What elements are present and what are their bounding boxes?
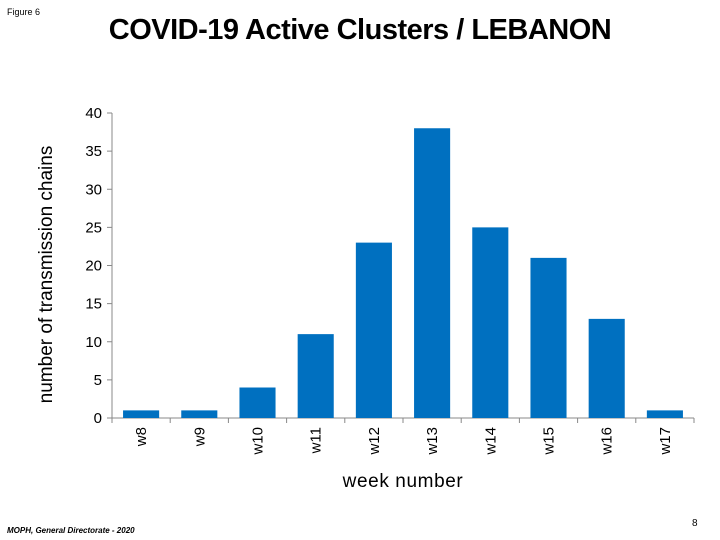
x-axis-label: week number (342, 471, 464, 492)
bar-w15 (530, 257, 567, 418)
y-axis: 0 5 10 15 20 25 30 35 40 (85, 105, 113, 427)
y-tick-label: 25 (85, 219, 102, 236)
x-axis: w8 w9 w10 w11 w12 w13 w14 w15 w16 w17 (111, 417, 695, 456)
bar-w12 (355, 242, 392, 418)
x-tick-label: w14 (482, 427, 499, 456)
x-tick-label: w17 (657, 427, 674, 456)
y-axis-label: number of transmission chains (36, 146, 57, 404)
x-tick-label: w11 (308, 427, 325, 454)
chart-title: COVID-19 Active Clusters / LEBANON (108, 14, 612, 46)
bar-w14 (472, 227, 509, 418)
bar-w16 (588, 318, 625, 418)
x-tick-label: w12 (366, 427, 383, 456)
page-number: 8 (692, 518, 698, 529)
x-tick-label: w9 (191, 427, 208, 447)
y-tick-label: 30 (85, 181, 102, 198)
bar-w11 (297, 334, 334, 418)
y-tick-label: 10 (85, 334, 102, 351)
y-tick-label: 35 (85, 143, 102, 160)
x-tick-label: w16 (599, 427, 616, 456)
bar-w8 (123, 410, 160, 418)
y-tick-label: 15 (85, 296, 102, 313)
y-tick-label: 40 (85, 105, 102, 122)
footer-credit: MOPH, General Directorate - 2020 (7, 526, 135, 535)
bar-w9 (181, 410, 218, 418)
bar-w17 (646, 410, 683, 418)
bars (123, 128, 683, 418)
figure-label: Figure 6 (7, 7, 41, 17)
bar-w10 (239, 387, 276, 418)
bar-w13 (414, 128, 451, 418)
y-tick-label: 5 (94, 372, 102, 389)
x-tick-label: w10 (250, 427, 267, 456)
y-tick-label: 0 (94, 410, 102, 427)
x-tick-label: w13 (424, 427, 441, 456)
x-tick-label: w15 (541, 427, 558, 456)
y-tick-label: 20 (85, 258, 102, 275)
x-tick-label: w8 (133, 427, 150, 447)
